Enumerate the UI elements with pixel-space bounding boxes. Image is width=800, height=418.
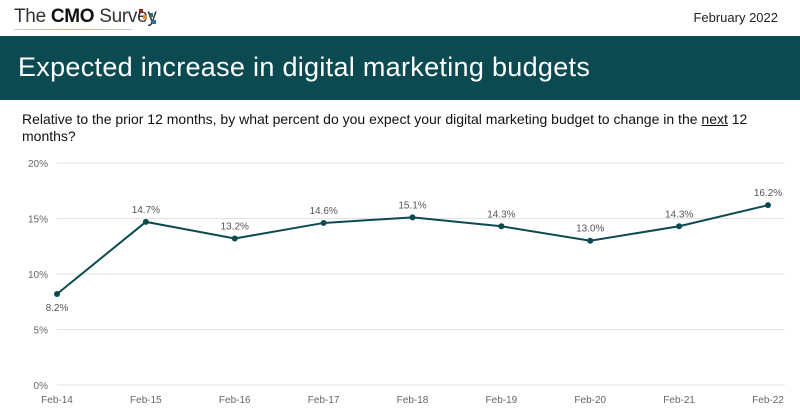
x-tick-label: Feb-19: [486, 395, 518, 406]
x-tick-label: Feb-21: [663, 395, 695, 406]
data-label: 14.7%: [132, 205, 160, 216]
x-tick-label: Feb-18: [397, 395, 429, 406]
x-tick-label: Feb-22: [752, 395, 784, 406]
data-point: [54, 290, 60, 297]
data-point: [765, 202, 771, 209]
x-tick-label: Feb-16: [219, 395, 251, 406]
logo-square: [143, 15, 147, 19]
logo-square: [149, 13, 153, 17]
logo-pre: The: [14, 6, 51, 27]
data-point: [409, 214, 416, 221]
title-band: Expected increase in digital marketing b…: [0, 36, 800, 100]
y-tick-label: 10%: [28, 270, 48, 281]
y-tick-label: 20%: [28, 159, 48, 170]
report-date: February 2022: [693, 10, 778, 25]
data-label: 14.3%: [665, 209, 693, 220]
logo-bold: CMO: [50, 6, 95, 27]
x-tick-label: Feb-20: [574, 395, 606, 406]
data-point: [498, 223, 505, 230]
y-tick-label: 15%: [28, 215, 48, 226]
survey-question: Relative to the prior 12 months, by what…: [22, 111, 782, 145]
x-tick-label: Feb-15: [130, 395, 162, 406]
question-pre: Relative to the prior 12 months, by what…: [22, 111, 702, 127]
question-underlined: next: [701, 111, 728, 127]
data-label: 13.0%: [576, 224, 604, 235]
data-point: [231, 235, 238, 242]
data-label: 15.1%: [398, 200, 426, 211]
data-label: 14.6%: [309, 206, 337, 217]
logo-square: [152, 20, 156, 24]
data-point: [676, 223, 683, 230]
x-tick-label: Feb-17: [308, 395, 340, 406]
data-label: 13.2%: [221, 221, 249, 232]
data-point: [587, 237, 594, 244]
y-tick-label: 5%: [34, 326, 49, 337]
page-title: Expected increase in digital marketing b…: [18, 52, 591, 82]
data-label: 8.2%: [46, 303, 69, 314]
x-tick-label: Feb-14: [41, 395, 73, 406]
data-label: 14.3%: [487, 209, 515, 220]
data-label: 16.2%: [754, 188, 782, 199]
data-point: [142, 218, 149, 225]
question-post: 12 months?: [22, 111, 748, 144]
logo-underline: [14, 29, 132, 30]
logo-square: [139, 9, 143, 13]
y-tick-label: 0%: [34, 381, 49, 392]
data-point: [320, 219, 327, 226]
